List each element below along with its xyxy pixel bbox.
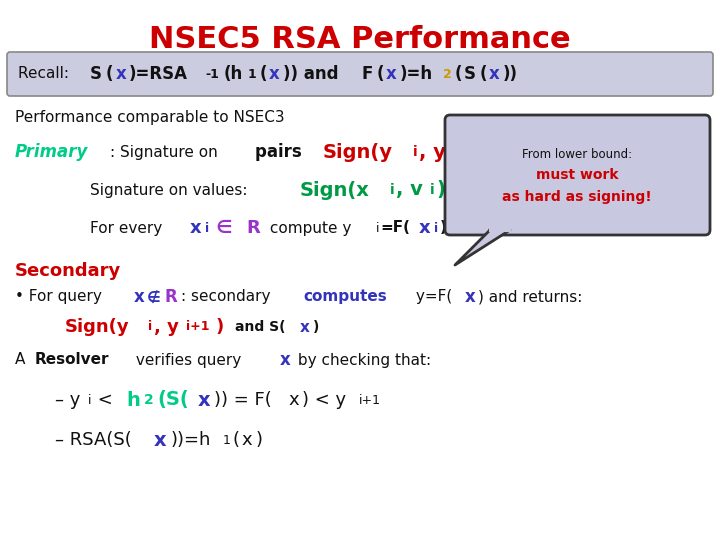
Text: i: i (434, 221, 438, 234)
Text: Signature on values:: Signature on values: (90, 183, 253, 198)
Text: (h: (h (223, 65, 243, 83)
Text: ) < y: ) < y (302, 391, 346, 409)
Text: x: x (115, 65, 126, 83)
Text: – RSA(S(: – RSA(S( (55, 431, 132, 449)
FancyBboxPatch shape (7, 52, 713, 96)
Text: x: x (419, 219, 431, 237)
Text: i+1: i+1 (359, 394, 382, 407)
Text: ): ) (487, 143, 496, 161)
Text: i: i (88, 394, 91, 407)
Text: 2: 2 (144, 393, 154, 407)
Text: )) = F(: )) = F( (214, 391, 272, 409)
Text: computes: computes (303, 289, 387, 305)
Text: i: i (204, 221, 209, 234)
Text: i+1: i+1 (186, 321, 210, 334)
Text: : secondary: : secondary (181, 289, 276, 305)
Text: pairs: pairs (255, 143, 307, 161)
Text: x: x (489, 65, 500, 83)
Text: i: i (148, 321, 153, 334)
Text: x: x (269, 65, 279, 83)
Text: )=h: )=h (400, 65, 433, 83)
Text: i: i (390, 183, 395, 197)
Text: Sign(y: Sign(y (65, 318, 130, 336)
Text: x: x (279, 351, 290, 369)
Text: ): ) (312, 320, 319, 334)
Text: x: x (386, 65, 397, 83)
Text: must work: must work (536, 168, 618, 182)
Polygon shape (455, 230, 510, 265)
Text: Performance comparable to NSEC3: Performance comparable to NSEC3 (15, 110, 284, 125)
Text: S: S (464, 65, 476, 83)
Text: verifies query: verifies query (131, 353, 246, 368)
Text: i: i (376, 221, 379, 234)
Text: Sign(x: Sign(x (300, 180, 369, 199)
Text: A: A (15, 353, 30, 368)
Text: : Signature on: : Signature on (109, 145, 222, 159)
Text: • For query: • For query (15, 289, 107, 305)
Text: 1: 1 (222, 434, 230, 447)
Text: as hard as signing!: as hard as signing! (502, 190, 652, 204)
Text: F: F (362, 65, 373, 83)
Text: From lower bound:: From lower bound: (522, 148, 632, 161)
Text: ))=h: ))=h (171, 431, 211, 449)
Text: (: ( (233, 431, 240, 449)
Text: x: x (189, 219, 201, 237)
Text: x: x (154, 430, 166, 449)
Text: Secondary: Secondary (15, 262, 121, 280)
Text: i: i (413, 145, 418, 159)
Text: x: x (300, 320, 310, 334)
Text: x: x (133, 288, 144, 306)
Text: NSEC5 RSA Performance: NSEC5 RSA Performance (149, 25, 571, 54)
Text: x: x (242, 431, 252, 449)
Text: Resolver: Resolver (35, 353, 109, 368)
Text: , y: , y (153, 318, 179, 336)
Text: ): ) (256, 431, 262, 449)
Text: y=F(: y=F( (411, 289, 452, 305)
Text: (S(: (S( (157, 390, 189, 409)
Text: ): ) (436, 180, 445, 199)
Text: )=RSA: )=RSA (129, 65, 188, 83)
Text: x: x (198, 390, 210, 409)
Text: x: x (464, 288, 475, 306)
Text: -1: -1 (205, 68, 219, 80)
Text: R: R (165, 288, 178, 306)
Text: and S(: and S( (235, 320, 285, 334)
Text: , y: , y (419, 143, 446, 161)
Text: )): )) (503, 65, 518, 83)
Text: h: h (127, 390, 140, 409)
Text: S: S (90, 65, 102, 83)
Text: Primary: Primary (15, 143, 89, 161)
Text: Recall:: Recall: (18, 66, 74, 82)
Text: – y: – y (55, 391, 81, 409)
Text: 1: 1 (248, 68, 257, 80)
FancyBboxPatch shape (445, 115, 710, 235)
Text: ) and returns:: ) and returns: (478, 289, 582, 305)
Text: R: R (247, 219, 261, 237)
Text: ): ) (216, 318, 230, 336)
Text: (: ( (480, 65, 487, 83)
Text: by checking that:: by checking that: (293, 353, 431, 368)
Text: <: < (92, 391, 119, 409)
Text: =F(: =F( (380, 220, 410, 235)
Text: (: ( (454, 65, 462, 83)
Text: ∉: ∉ (148, 289, 161, 305)
Text: Sign(y: Sign(y (323, 143, 392, 161)
Text: i: i (431, 183, 435, 197)
Text: (: ( (377, 65, 384, 83)
Text: (: ( (259, 65, 267, 83)
Text: x: x (289, 391, 300, 409)
Text: )) and: )) and (283, 65, 344, 83)
Text: , v: , v (396, 180, 423, 199)
Text: 2: 2 (443, 68, 451, 80)
Text: For every: For every (90, 220, 167, 235)
Text: (: ( (106, 65, 113, 83)
Text: ): ) (439, 220, 446, 235)
Text: compute y: compute y (264, 220, 351, 235)
Text: i+1: i+1 (454, 145, 480, 159)
Text: ∈: ∈ (210, 219, 238, 237)
